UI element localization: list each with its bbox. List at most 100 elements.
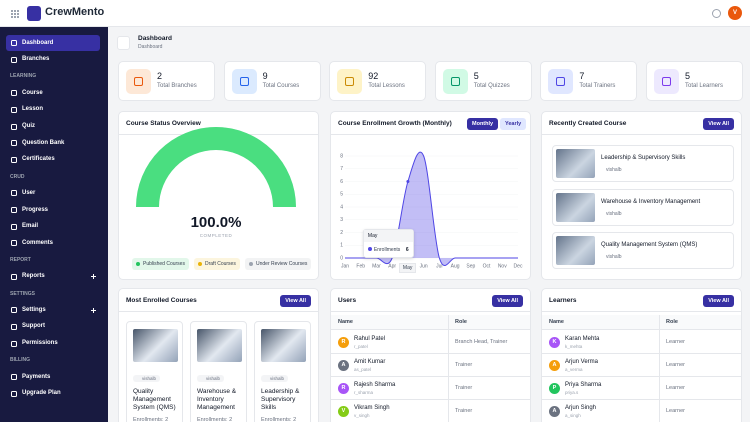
stat-card: 2 Total Branches xyxy=(118,61,215,101)
nav-icon xyxy=(11,323,17,330)
stat-card: 7 Total Trainers xyxy=(540,61,638,101)
x-tick-label: Dec xyxy=(514,263,523,269)
help-icon[interactable] xyxy=(712,9,721,18)
nav-item[interactable]: Comments xyxy=(6,235,100,251)
nav-item[interactable]: Certificates xyxy=(6,152,100,168)
course-item[interactable]: Leadership & Supervisory Skills vishalb xyxy=(552,145,734,182)
course-title: Warehouse & Inventory Management xyxy=(601,198,701,205)
view-all-button[interactable]: View All xyxy=(492,295,523,307)
gauge-caption: COMPLETED xyxy=(199,233,233,238)
stat-value: 2 xyxy=(157,71,163,81)
grid-icon-dot xyxy=(11,16,13,18)
nav-label: User xyxy=(22,189,36,196)
grid-icon-dot xyxy=(14,13,16,15)
x-tick-label: Feb xyxy=(356,263,365,269)
user-username: v_singh xyxy=(354,413,370,418)
user-username: r_patel xyxy=(354,344,368,349)
enrollments: Enrollments: 2 xyxy=(197,417,233,422)
nav-item[interactable]: Email xyxy=(6,219,100,235)
nav-label: Progress xyxy=(22,206,49,213)
nav-label: Support xyxy=(22,323,45,330)
stat-label: Total Learners xyxy=(685,83,724,89)
user-role: Learner xyxy=(666,339,685,345)
course-card[interactable]: vishalb Warehouse & Inventory Management E… xyxy=(190,321,247,422)
toggle-button[interactable]: Monthly xyxy=(467,118,499,130)
user-username: a_singh xyxy=(565,413,581,418)
toggle-button[interactable]: Yearly xyxy=(500,118,527,130)
user-role: Learner xyxy=(666,362,685,368)
nav-item[interactable]: Course xyxy=(6,85,100,101)
nav-icon xyxy=(11,156,17,163)
most-enrolled-panel: Most Enrolled Courses View All vishalb Qual… xyxy=(118,288,319,422)
x-tick-label: Nov xyxy=(498,263,507,269)
nav-item[interactable]: Support xyxy=(6,319,100,335)
nav-label: Email xyxy=(22,223,39,230)
view-all-button[interactable]: View All xyxy=(703,295,734,307)
user-username: a_verma xyxy=(565,367,583,372)
back-button[interactable] xyxy=(117,36,130,50)
user-avatar: A xyxy=(549,406,560,417)
legend-pill[interactable]: Draft Courses xyxy=(194,258,240,270)
nav-item[interactable]: Question Bank xyxy=(6,135,100,151)
table-header xyxy=(542,315,741,330)
nav-item[interactable]: Settings xyxy=(6,302,100,318)
stat-icon xyxy=(548,69,574,94)
column-header: Role xyxy=(455,319,467,325)
course-item[interactable]: Warehouse & Inventory Management vishalb xyxy=(552,188,734,226)
course-item[interactable]: Quality Management System (QMS) vishalb xyxy=(552,232,734,269)
course-thumbnail xyxy=(556,236,595,265)
row-divider xyxy=(542,399,741,400)
logo xyxy=(27,6,41,21)
view-all-button[interactable]: View All xyxy=(703,118,734,130)
nav-item[interactable]: Dashboard xyxy=(6,35,100,51)
crosshair-label: May xyxy=(398,263,417,273)
stat-label: Total Trainers xyxy=(579,83,616,89)
x-tick-label: Apr xyxy=(388,263,396,269)
enrollments: Enrollments: 2 xyxy=(133,417,169,422)
legend-pill[interactable]: Under Review Courses xyxy=(245,258,312,270)
legend-pill[interactable]: Published Courses xyxy=(132,258,189,270)
nav-expand-v xyxy=(93,307,94,313)
nav-item[interactable]: Quiz xyxy=(6,119,100,135)
panel-divider xyxy=(542,311,741,312)
user-avatar: V xyxy=(338,406,349,417)
view-all-button[interactable]: View All xyxy=(280,295,311,307)
grid-icon-dot xyxy=(17,16,19,18)
stat-icon xyxy=(337,69,363,94)
nav-item[interactable]: Lesson xyxy=(6,102,100,118)
nav-label: Permissions xyxy=(22,340,58,347)
course-title: Quality Management System (QMS) xyxy=(133,388,176,411)
panel-title: Learners xyxy=(549,297,577,304)
stat-icon xyxy=(654,69,679,94)
nav-item[interactable]: Payments xyxy=(6,369,100,385)
grid-icon-dot xyxy=(14,16,16,18)
y-tick-label: 6 xyxy=(340,179,343,185)
stat-value: 9 xyxy=(262,71,268,81)
nav-item[interactable]: Permissions xyxy=(6,336,100,352)
user-name: Amit Kumar xyxy=(354,359,386,365)
nav-item[interactable]: Upgrade Plan xyxy=(6,386,100,402)
grid-icon-dot xyxy=(17,13,19,15)
x-tick-label: Aug xyxy=(451,263,460,269)
course-card[interactable]: vishalb Leadership & Supervisory Skills En… xyxy=(254,321,311,422)
course-card[interactable]: vishalb Quality Management System (QMS) En… xyxy=(126,321,183,422)
stat-label: Total Lessons xyxy=(368,83,405,89)
column-divider xyxy=(659,315,660,422)
nav-icon xyxy=(11,106,17,113)
nav-item[interactable]: Branches xyxy=(6,52,100,68)
course-title: Warehouse & Inventory Management xyxy=(197,388,237,411)
nav-item[interactable]: Progress xyxy=(6,202,100,218)
nav-label: Branches xyxy=(22,56,50,63)
stat-card: 92 Total Lessons xyxy=(329,61,427,101)
panel-title: Users xyxy=(338,297,357,304)
nav-item[interactable]: Reports xyxy=(6,269,100,285)
panel-divider xyxy=(331,311,530,312)
row-divider xyxy=(331,376,530,377)
column-divider xyxy=(448,315,449,422)
course-image xyxy=(197,329,242,362)
avatar[interactable]: V xyxy=(728,6,742,20)
tooltip-series: Enrollments xyxy=(373,246,401,253)
tooltip-value: 6 xyxy=(405,246,409,253)
nav-item[interactable]: User xyxy=(6,185,100,201)
course-image xyxy=(133,329,178,362)
